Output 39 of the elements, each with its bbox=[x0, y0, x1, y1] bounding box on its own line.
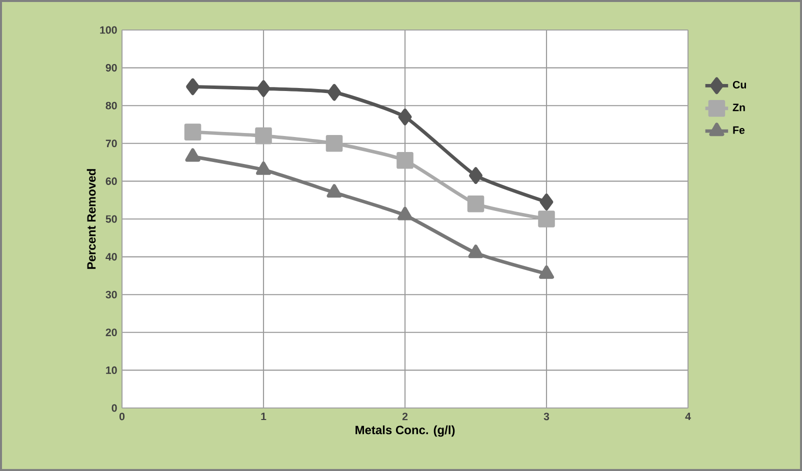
point bbox=[256, 80, 270, 97]
point bbox=[398, 108, 412, 126]
x-axis-title: Metals Conc. (g/l) bbox=[356, 425, 455, 437]
legend-label: Cu bbox=[732, 80, 746, 89]
y-tick-label: 80 bbox=[106, 102, 117, 110]
x-tick-label: 0 bbox=[119, 412, 125, 420]
point bbox=[396, 152, 414, 169]
legend-label: Zn bbox=[732, 104, 745, 112]
y-tick-label: 0 bbox=[112, 404, 117, 412]
y-tick-label: 50 bbox=[106, 215, 117, 223]
point bbox=[469, 167, 482, 184]
point bbox=[185, 148, 200, 162]
point bbox=[539, 265, 554, 279]
y-tick-label: 60 bbox=[106, 177, 117, 185]
point bbox=[540, 194, 554, 210]
point bbox=[398, 206, 413, 220]
point bbox=[256, 161, 272, 175]
point bbox=[326, 134, 343, 152]
x-tick-label: 1 bbox=[261, 412, 266, 420]
point bbox=[255, 127, 272, 144]
y-tick-label: 30 bbox=[106, 290, 117, 298]
point bbox=[326, 184, 342, 198]
y-tick-label: 20 bbox=[106, 328, 117, 336]
y-tick-label: 40 bbox=[106, 253, 117, 261]
y-tick-label: 100 bbox=[100, 26, 117, 34]
y-tick-label: 90 bbox=[106, 64, 117, 72]
x-tick-label: 4 bbox=[685, 412, 691, 420]
y-tick-label: 70 bbox=[106, 140, 117, 148]
legend-label: Fe bbox=[733, 126, 745, 134]
point bbox=[467, 195, 484, 212]
y-axis-title: Percent Removed bbox=[86, 169, 96, 269]
point bbox=[186, 78, 200, 96]
point bbox=[468, 244, 484, 258]
point bbox=[538, 210, 555, 228]
x-tick-label: 3 bbox=[544, 412, 550, 420]
point bbox=[328, 84, 341, 101]
point bbox=[184, 124, 202, 140]
y-tick-label: 10 bbox=[106, 366, 117, 374]
x-tick-label: 2 bbox=[402, 412, 408, 420]
